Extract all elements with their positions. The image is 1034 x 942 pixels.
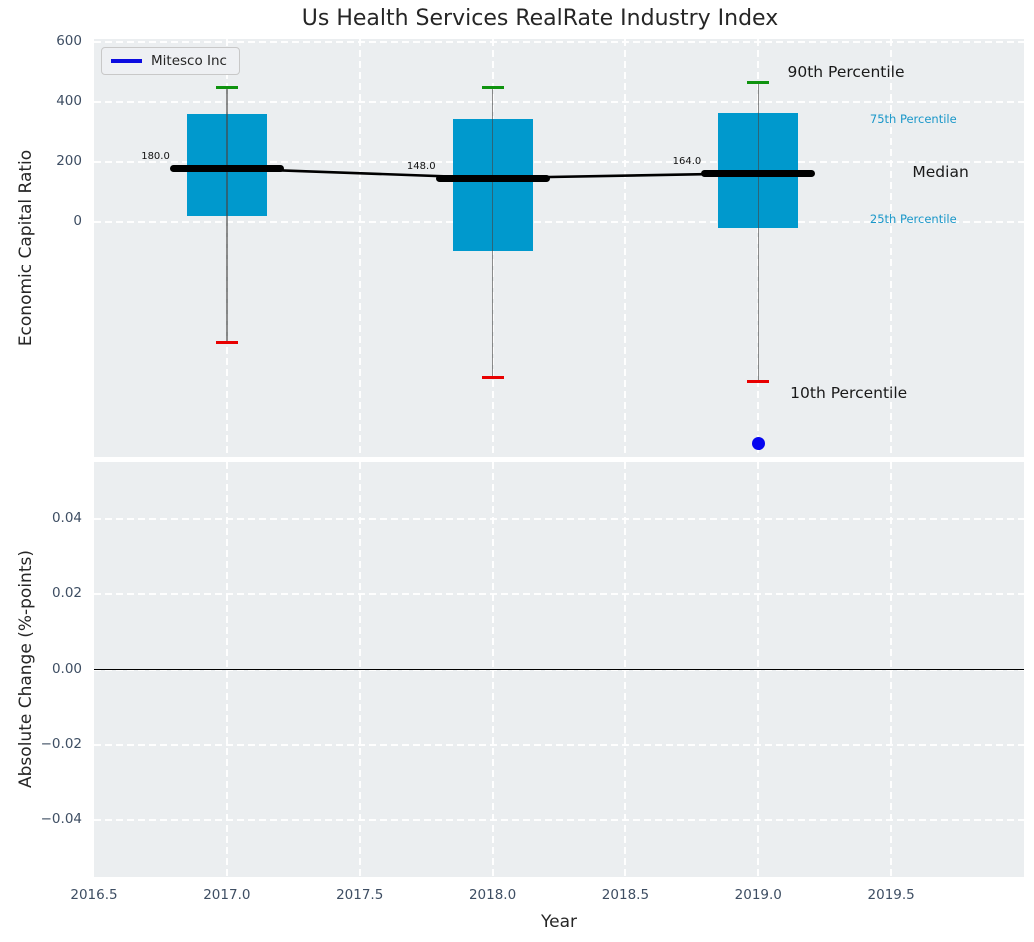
xtick-label: 2017.0 (203, 887, 251, 903)
whisker-cap-bottom-2017 (215, 341, 238, 345)
bottom-axes (94, 462, 1024, 877)
gridline (94, 221, 1024, 224)
legend: Mitesco Inc (101, 47, 240, 75)
ytick-label: −0.04 (40, 811, 82, 828)
gridline (94, 517, 1024, 520)
gridline (94, 743, 1024, 746)
whisker-cap-bottom-2019 (747, 380, 770, 384)
xtick-label: 2017.5 (336, 887, 384, 903)
median-segment-2017 (169, 164, 284, 172)
ytick-label: 0.04 (51, 509, 82, 526)
annotation-median: Median (912, 162, 969, 181)
ytick-label: −0.02 (40, 735, 82, 752)
top-axes: Mitesco Inc 180.0 148.0 164.0 90th Percenti… (94, 39, 1024, 457)
gridline (94, 101, 1024, 104)
annotation-75th-percentile: 75th Percentile (869, 111, 957, 126)
median-value-label-2018: 148.0 (406, 161, 436, 173)
legend-label: Mitesco Inc (151, 53, 227, 69)
gridline (94, 819, 1024, 822)
ytick-label: 0.02 (51, 585, 82, 602)
legend-line-sample (111, 59, 142, 63)
whisker-2017 (226, 87, 228, 343)
median-value-label-2019: 164.0 (672, 156, 702, 168)
ytick-label: 0 (73, 213, 82, 230)
annotation-90th-percentile: 90th Percentile (787, 62, 905, 81)
xtick-label: 2019.0 (734, 887, 782, 903)
median-segment-2018 (435, 174, 550, 182)
whisker-cap-top-2019 (747, 81, 770, 85)
zero-reference-line (94, 668, 1024, 671)
annotation-25th-percentile: 25th Percentile (869, 212, 957, 227)
annotation-10th-percentile: 10th Percentile (790, 383, 908, 402)
xtick-label: 2018.0 (468, 887, 517, 903)
whisker-cap-bottom-2018 (481, 375, 504, 379)
gridline (94, 593, 1024, 596)
ytick-label: 600 (56, 33, 82, 50)
gridline (358, 39, 361, 457)
ytick-label: 0.00 (51, 660, 82, 677)
median-segment-2019 (701, 169, 816, 177)
gridline (624, 39, 627, 457)
y-axis-label-top: Economic Capital Ratio (16, 149, 36, 347)
whisker-2019 (757, 82, 759, 382)
gridline (890, 39, 893, 457)
chart-title: Us Health Services RealRate Industry Ind… (301, 6, 779, 31)
gridline (94, 161, 1024, 164)
ytick-label: 400 (56, 93, 82, 110)
xtick-label: 2016.5 (70, 887, 118, 903)
xtick-label: 2018.5 (601, 887, 650, 903)
whisker-2018 (491, 87, 494, 378)
x-axis-label: Year (541, 912, 577, 932)
gridline (94, 41, 1024, 44)
whisker-cap-top-2018 (481, 85, 504, 89)
median-value-label-2017: 180.0 (141, 151, 170, 163)
whisker-cap-top-2017 (215, 85, 238, 89)
scatter-point-mitesco-inc (751, 436, 765, 450)
ytick-label: 200 (56, 153, 82, 170)
xtick-label: 2019.5 (867, 887, 915, 903)
